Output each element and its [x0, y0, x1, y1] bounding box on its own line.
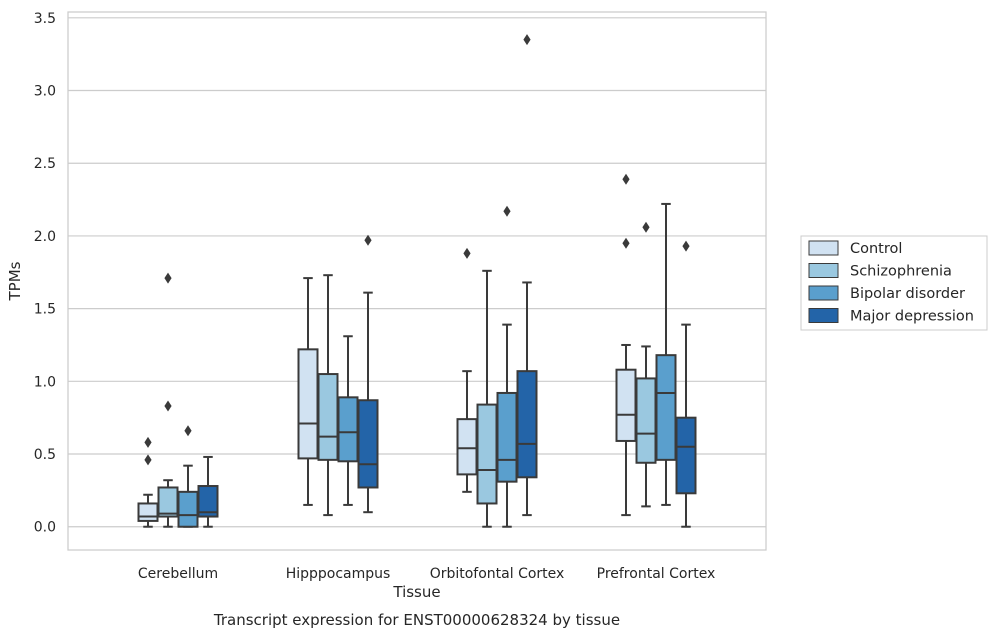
legend-label: Major depression	[850, 309, 974, 325]
y-tick-label: 3.0	[34, 84, 56, 100]
box-bipolar-disorder	[496, 205, 518, 528]
box-iqr	[157, 486, 179, 518]
outlier-point	[463, 247, 471, 259]
y-tick-label: 2.5	[34, 156, 56, 172]
box-bipolar-disorder	[655, 202, 677, 506]
legend-swatch	[808, 285, 839, 301]
outlier-point	[622, 237, 630, 249]
outlier-point	[164, 400, 172, 412]
outlier-point	[622, 173, 630, 185]
box-major-depression	[675, 240, 697, 528]
box-iqr	[297, 348, 319, 460]
box-schizophrenia	[476, 269, 498, 528]
category-group	[137, 272, 219, 528]
y-tick-label: 1.5	[34, 302, 56, 318]
legend-swatch	[808, 240, 839, 256]
outlier-point	[144, 454, 152, 466]
category-group	[297, 234, 379, 517]
legend-swatch	[808, 263, 839, 278]
box-control	[456, 247, 478, 493]
box-iqr	[496, 391, 518, 483]
category-group	[456, 34, 538, 528]
box-schizophrenia	[157, 272, 179, 528]
outlier-point	[144, 436, 152, 448]
outlier-point	[164, 272, 172, 284]
box-iqr	[635, 377, 657, 464]
x-tick-label: Orbitofontal Cortex	[430, 566, 565, 582]
y-tick-label: 0.0	[34, 520, 56, 536]
box-iqr	[456, 418, 478, 476]
y-axis-label: TPMs	[6, 261, 24, 301]
legend: Control Schizophrenia Bipolar disorder Majo…	[800, 235, 988, 331]
y-tick-label: 1.0	[34, 374, 56, 390]
outlier-point	[503, 205, 511, 217]
y-tick-label: 3.5	[34, 11, 56, 27]
outlier-point	[184, 425, 192, 437]
box-major-depression	[357, 234, 379, 514]
outlier-point	[682, 240, 690, 252]
box-iqr	[197, 485, 219, 518]
box-iqr	[675, 416, 697, 495]
plot-area-frame	[67, 11, 767, 551]
x-tick-label: Cerebellum	[138, 566, 218, 582]
box-bipolar-disorder	[337, 335, 359, 506]
box-iqr	[655, 354, 677, 461]
gridlines	[68, 17, 766, 528]
box-iqr	[476, 403, 498, 505]
box-schizophrenia	[317, 274, 339, 517]
outlier-point	[523, 34, 531, 46]
box-iqr	[317, 373, 339, 461]
box-control	[137, 436, 159, 528]
legend-label: Schizophrenia	[850, 264, 952, 280]
box-iqr	[357, 399, 379, 489]
chart-caption: Transcript expression for ENST0000062832…	[213, 611, 620, 629]
box-iqr	[516, 370, 538, 479]
y-tick-label: 2.0	[34, 229, 56, 245]
category-group	[615, 173, 697, 528]
box-schizophrenia	[635, 221, 657, 508]
box-control	[615, 173, 637, 517]
legend-swatch	[808, 308, 839, 323]
x-tick-labels: Cerebellum Hipppocampus Orbitofontal Corte…	[138, 566, 715, 582]
legend-label: Bipolar disorder	[850, 286, 965, 302]
x-tick-label: Hipppocampus	[286, 566, 391, 582]
y-tick-label: 0.5	[34, 447, 56, 463]
legend-label: Control	[850, 241, 902, 257]
box-iqr	[337, 396, 359, 463]
box-bipolar-disorder	[177, 425, 199, 528]
box-major-depression	[516, 34, 538, 517]
box-groups	[137, 34, 697, 528]
outlier-point	[642, 221, 650, 233]
box-iqr	[137, 502, 159, 522]
x-axis-label: Tissue	[392, 583, 440, 601]
y-tick-labels: 0.0 0.5 1.0 1.5 2.0 2.5 3.0 3.5	[34, 11, 56, 536]
outlier-point	[364, 234, 372, 246]
box-iqr	[615, 368, 637, 442]
x-tick-label: Prefrontal Cortex	[597, 566, 716, 582]
box-iqr	[177, 490, 199, 528]
box-major-depression	[197, 455, 219, 528]
